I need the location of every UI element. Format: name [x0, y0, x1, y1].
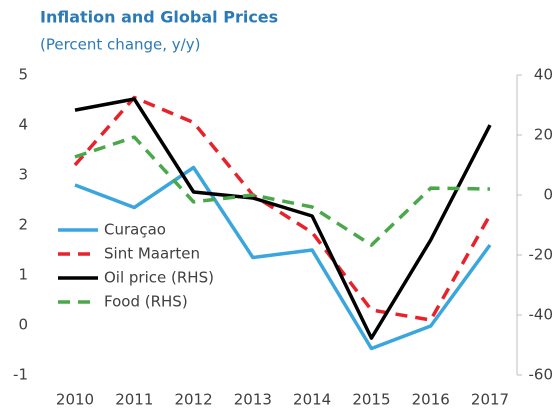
- x-tick-label: 2016: [412, 391, 450, 409]
- x-tick-label: 2013: [234, 391, 272, 409]
- y-tick-label: 0: [18, 316, 28, 334]
- series-line: [74, 97, 492, 340]
- series-line: [73, 95, 492, 322]
- y-tick-label: 2: [18, 216, 28, 234]
- legend-label: Curaçao: [104, 221, 166, 239]
- legend-label: Oil price (RHS): [104, 269, 214, 287]
- x-tick-label: 2015: [352, 391, 390, 409]
- y2-tick-label: -40: [529, 306, 554, 324]
- x-tick-label: 2014: [293, 391, 331, 409]
- series-line: [74, 135, 491, 247]
- y2-tick-label: 0: [543, 186, 553, 204]
- y2-tick-label: 20: [534, 126, 553, 144]
- y-tick-label: 5: [18, 66, 28, 84]
- series-line: [74, 165, 492, 351]
- y-tick-label: -1: [13, 366, 28, 384]
- chart-subtitle: (Percent change, y/y): [40, 36, 200, 54]
- y2-tick-label: -60: [529, 366, 554, 384]
- x-tick-label: 2011: [115, 391, 153, 409]
- x-tick-label: 2010: [56, 391, 94, 409]
- legend-label: Food (RHS): [104, 293, 188, 311]
- y-tick-label: 3: [18, 166, 28, 184]
- y-tick-label: 1: [18, 266, 28, 284]
- y2-tick-label: 40: [534, 66, 553, 84]
- legend-label: Sint Maarten: [104, 245, 200, 263]
- chart-title: Inflation and Global Prices: [40, 8, 278, 27]
- y-tick-label: 4: [18, 116, 28, 134]
- x-tick-label: 2017: [471, 391, 509, 409]
- x-tick-label: 2012: [174, 391, 212, 409]
- y2-tick-label: -20: [529, 246, 554, 264]
